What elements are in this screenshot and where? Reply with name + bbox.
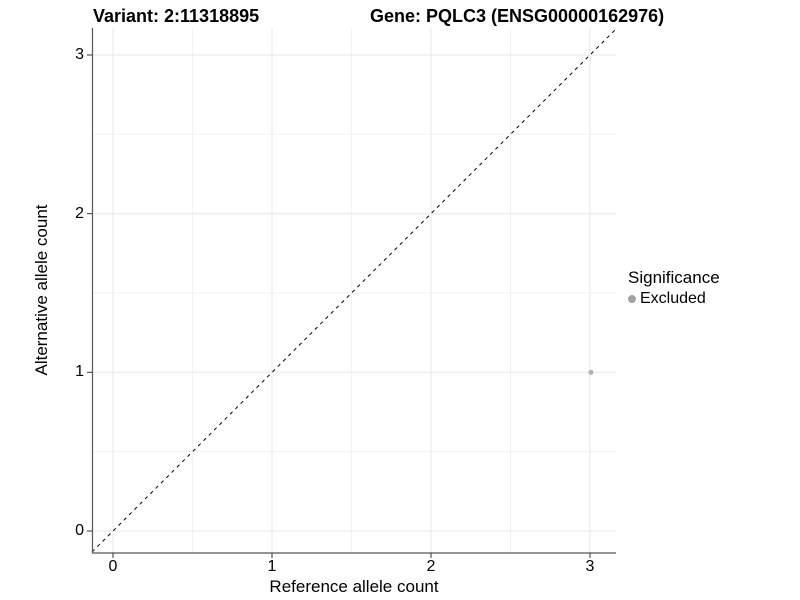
y-tick-label-0: 0: [75, 522, 84, 539]
plot-title-gene: Gene: PQLC3 (ENSG00000162976): [370, 6, 665, 26]
plot-title-variant: Variant: 2:11318895: [93, 6, 260, 26]
y-tick-label-2: 2: [75, 204, 84, 222]
x-tick-label-2: 2: [426, 558, 436, 575]
legend-title: Significance: [628, 268, 720, 287]
data-point-excluded: [588, 369, 594, 375]
major-gridlines: [92, 28, 616, 553]
x-tick-label-3: 3: [585, 558, 595, 575]
x-tick-marks: [112, 553, 591, 558]
y-tick-marks: [87, 54, 92, 532]
legend: Significance Excluded: [628, 268, 720, 308]
x-tick-label-0: 0: [108, 558, 118, 575]
minor-gridlines: [92, 28, 616, 553]
y-axis-title: Alternative allele count: [32, 204, 51, 376]
y-tick-label-1: 1: [75, 363, 84, 381]
identity-reference-line: [91, 28, 617, 553]
x-tick-label-1: 1: [267, 558, 277, 575]
excluded-point-icon: [628, 295, 636, 303]
y-tick-label-3: 3: [75, 46, 84, 63]
x-axis-title: Reference allele count: [269, 577, 439, 596]
legend-item-excluded: Excluded: [628, 290, 720, 308]
legend-item-label: Excluded: [640, 290, 706, 307]
